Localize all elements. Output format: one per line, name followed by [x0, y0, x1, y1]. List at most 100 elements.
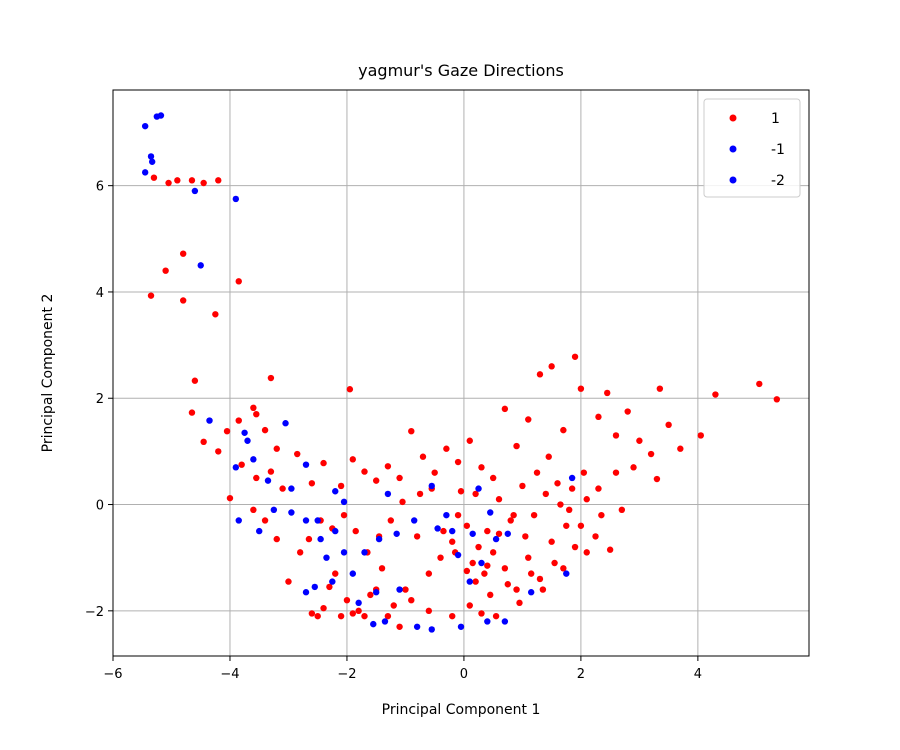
- data-point-series-1: [571, 353, 579, 360]
- data-point-series-1: [267, 374, 275, 382]
- data-point-series-minus1: [466, 578, 473, 585]
- data-point-series-1: [361, 612, 368, 620]
- data-point-series-1: [560, 426, 567, 434]
- data-point-series-1: [463, 567, 471, 575]
- legend-box: [703, 98, 801, 198]
- data-point-series-minus1: [492, 535, 500, 543]
- data-point-series-1: [539, 586, 547, 593]
- data-point-series-1: [367, 591, 374, 599]
- data-point-series-1: [413, 533, 421, 540]
- data-point-series-minus1: [475, 485, 482, 492]
- data-point-series-minus1: [250, 456, 257, 463]
- data-point-series-1: [162, 267, 169, 274]
- data-point-series-1: [489, 549, 497, 556]
- data-point-series-1: [390, 602, 397, 609]
- data-point-series-1: [527, 570, 535, 577]
- data-point-series-1: [437, 554, 444, 561]
- data-point-series-1: [472, 578, 479, 585]
- data-point-series-minus1: [302, 461, 310, 468]
- data-point-series-1: [320, 459, 327, 467]
- data-point-series-1: [314, 612, 321, 620]
- data-point-series-minus1: [478, 559, 485, 567]
- data-points: [141, 112, 781, 633]
- data-point-series-1: [238, 461, 245, 468]
- data-point-series-minus1: [370, 620, 377, 628]
- data-point-series-minus1: [563, 570, 570, 577]
- data-point-series-minus1: [372, 589, 380, 596]
- data-point-series-1: [396, 474, 403, 482]
- data-point-series-1: [484, 527, 491, 535]
- data-point-series-1: [548, 363, 555, 370]
- data-point-series-1: [179, 297, 187, 304]
- data-point-series-1: [340, 511, 348, 519]
- data-point-series-minus1: [241, 429, 248, 436]
- y-tick-label: 2: [96, 392, 104, 407]
- data-point-series-1: [560, 565, 567, 572]
- data-point-series-1: [484, 562, 491, 569]
- data-point-series-minus1: [157, 112, 165, 119]
- data-point-series-minus1: [443, 511, 450, 519]
- legend-label-minus1: -1: [771, 142, 785, 158]
- data-point-series-1: [656, 385, 664, 392]
- data-point-series-1: [215, 177, 222, 184]
- data-point-series-1: [557, 501, 564, 508]
- data-point-series-1: [636, 437, 643, 444]
- data-point-series-1: [756, 380, 763, 388]
- data-point-series-minus1: [141, 122, 149, 130]
- data-point-series-1: [355, 607, 362, 615]
- data-point-series-1: [504, 581, 511, 588]
- legend-marker-minus2: [729, 176, 737, 184]
- data-point-series-minus1: [191, 187, 199, 195]
- data-point-series-1: [343, 596, 351, 604]
- data-point-series-minus1: [206, 417, 213, 424]
- plot-area-frame: [112, 89, 810, 657]
- data-point-series-minus1: [311, 583, 318, 591]
- data-point-series-1: [536, 575, 544, 583]
- data-point-series-minus1: [361, 549, 368, 556]
- data-point-series-1: [253, 474, 260, 482]
- data-point-series-1: [273, 535, 280, 543]
- data-point-series-minus1: [434, 525, 441, 532]
- data-point-series-minus1: [323, 554, 330, 561]
- data-point-series-1: [235, 278, 242, 285]
- data-point-series-1: [583, 496, 590, 503]
- data-point-series-1: [566, 506, 573, 514]
- chart-title: yagmur's Gaze Directions: [358, 61, 564, 80]
- data-point-series-1: [457, 488, 465, 495]
- y-axis-label: Principal Component 2: [40, 294, 56, 453]
- data-point-series-1: [279, 485, 286, 492]
- data-point-series-1: [595, 485, 602, 492]
- y-tick-label: 6: [96, 180, 104, 195]
- data-point-series-1: [583, 549, 590, 556]
- data-point-series-1: [267, 468, 275, 475]
- y-tick-label: 4: [96, 286, 104, 301]
- data-point-series-minus1: [501, 618, 509, 625]
- data-point-series-1: [425, 570, 433, 577]
- data-point-series-1: [595, 413, 602, 421]
- data-point-series-1: [516, 599, 523, 607]
- data-point-series-1: [604, 389, 611, 397]
- data-point-series-1: [536, 371, 544, 378]
- x-axis-ticks: −6 −4 −2 0 2 4: [103, 656, 702, 682]
- legend: 1 -1 -2: [703, 98, 801, 198]
- data-point-series-1: [402, 586, 409, 593]
- legend-label-minus2: -2: [771, 173, 785, 189]
- data-point-series-1: [408, 596, 415, 604]
- data-point-series-1: [525, 554, 532, 561]
- data-point-series-minus1: [384, 490, 392, 498]
- data-point-series-1: [399, 498, 406, 506]
- data-point-series-1: [352, 527, 359, 535]
- data-point-series-1: [592, 533, 599, 540]
- data-point-series-minus1: [428, 482, 435, 490]
- data-point-series-1: [571, 543, 579, 551]
- data-point-series-1: [466, 437, 473, 444]
- data-point-series-1: [525, 416, 532, 423]
- grid-lines: [112, 90, 809, 656]
- data-point-series-minus1: [244, 437, 251, 444]
- data-point-series-minus1: [332, 527, 339, 535]
- data-point-series-1: [188, 409, 196, 416]
- data-point-series-minus1: [355, 599, 362, 607]
- data-point-series-1: [513, 586, 520, 593]
- data-point-series-minus1: [340, 498, 348, 506]
- data-point-series-minus1: [302, 517, 310, 524]
